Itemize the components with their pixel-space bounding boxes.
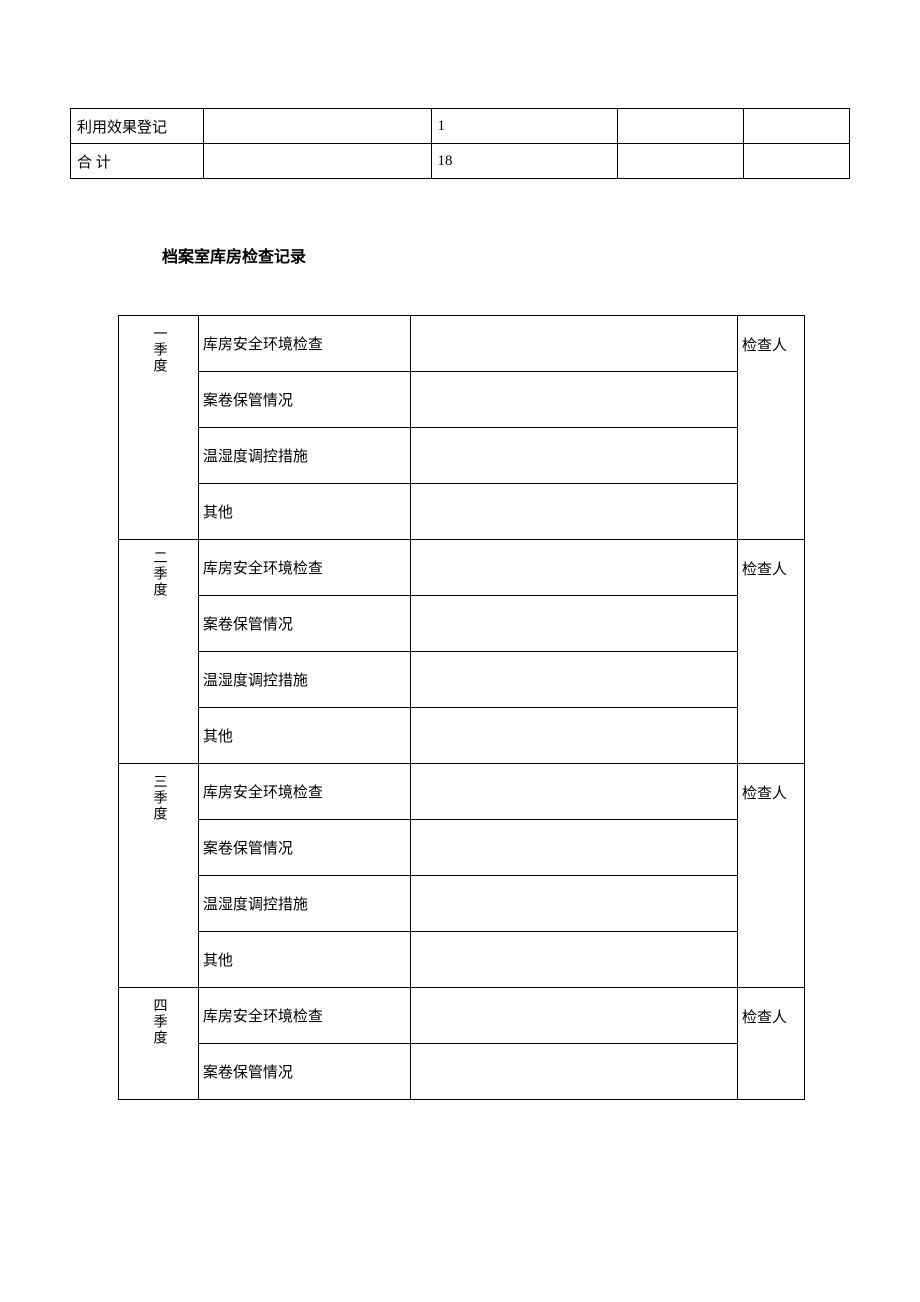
check-value <box>410 988 737 1044</box>
inspector-header: 检查人 <box>738 988 805 1100</box>
check-item: 其他 <box>198 484 410 540</box>
check-item: 温湿度调控措施 <box>198 428 410 484</box>
check-item: 案卷保管情况 <box>198 596 410 652</box>
check-item: 温湿度调控措施 <box>198 876 410 932</box>
check-value <box>410 372 737 428</box>
check-item: 其他 <box>198 932 410 988</box>
table-row: 二季度 库房安全环境检查 检查人 <box>119 540 805 596</box>
check-item: 其他 <box>198 708 410 764</box>
check-value <box>410 428 737 484</box>
check-item: 案卷保管情况 <box>198 372 410 428</box>
check-value <box>410 764 737 820</box>
check-value <box>410 876 737 932</box>
quarter-label: 一季度 <box>148 326 168 374</box>
check-value <box>410 596 737 652</box>
inspector-header: 检查人 <box>738 764 805 988</box>
check-value <box>410 540 737 596</box>
quarter-header: 四季度 <box>119 988 199 1100</box>
row-cell <box>744 109 850 144</box>
check-value <box>410 484 737 540</box>
inspection-record-table: 一季度 库房安全环境检查 检查人 案卷保管情况 温湿度调控措施 其他 二季度 库… <box>118 315 805 1100</box>
check-value <box>410 820 737 876</box>
top-summary-table: 利用效果登记 1 合 计 18 <box>70 108 850 179</box>
check-item: 案卷保管情况 <box>198 820 410 876</box>
table-row: 合 计 18 <box>71 144 850 179</box>
row-cell: 18 <box>431 144 618 179</box>
row-cell <box>618 144 744 179</box>
row-cell <box>203 109 431 144</box>
check-item: 温湿度调控措施 <box>198 652 410 708</box>
table-row: 案卷保管情况 <box>119 372 805 428</box>
table-row: 案卷保管情况 <box>119 1044 805 1100</box>
check-item: 库房安全环境检查 <box>198 764 410 820</box>
check-item: 库房安全环境检查 <box>198 988 410 1044</box>
check-value <box>410 316 737 372</box>
quarter-label: 四季度 <box>148 998 168 1046</box>
table-row: 案卷保管情况 <box>119 596 805 652</box>
table-row: 其他 <box>119 932 805 988</box>
row-cell: 1 <box>431 109 618 144</box>
table-row: 四季度 库房安全环境检查 检查人 <box>119 988 805 1044</box>
table-row: 一季度 库房安全环境检查 检查人 <box>119 316 805 372</box>
section-title: 档案室库房检查记录 <box>162 243 850 267</box>
quarter-header: 二季度 <box>119 540 199 764</box>
check-item: 库房安全环境检查 <box>198 540 410 596</box>
table-row: 温湿度调控措施 <box>119 428 805 484</box>
quarter-label: 三季度 <box>148 774 168 822</box>
table-row: 其他 <box>119 484 805 540</box>
table-row: 利用效果登记 1 <box>71 109 850 144</box>
check-value <box>410 932 737 988</box>
check-value <box>410 1044 737 1100</box>
check-value <box>410 652 737 708</box>
quarter-header: 三季度 <box>119 764 199 988</box>
check-item: 库房安全环境检查 <box>198 316 410 372</box>
quarter-header: 一季度 <box>119 316 199 540</box>
table-row: 案卷保管情况 <box>119 820 805 876</box>
inspector-header: 检查人 <box>738 316 805 540</box>
check-value <box>410 708 737 764</box>
table-row: 三季度 库房安全环境检查 检查人 <box>119 764 805 820</box>
row-label: 利用效果登记 <box>71 109 204 144</box>
row-label: 合 计 <box>71 144 204 179</box>
table-row: 温湿度调控措施 <box>119 652 805 708</box>
inspector-header: 检查人 <box>738 540 805 764</box>
check-item: 案卷保管情况 <box>198 1044 410 1100</box>
row-cell <box>618 109 744 144</box>
row-cell <box>203 144 431 179</box>
quarter-label: 二季度 <box>148 550 168 598</box>
row-cell <box>744 144 850 179</box>
table-row: 其他 <box>119 708 805 764</box>
table-row: 温湿度调控措施 <box>119 876 805 932</box>
